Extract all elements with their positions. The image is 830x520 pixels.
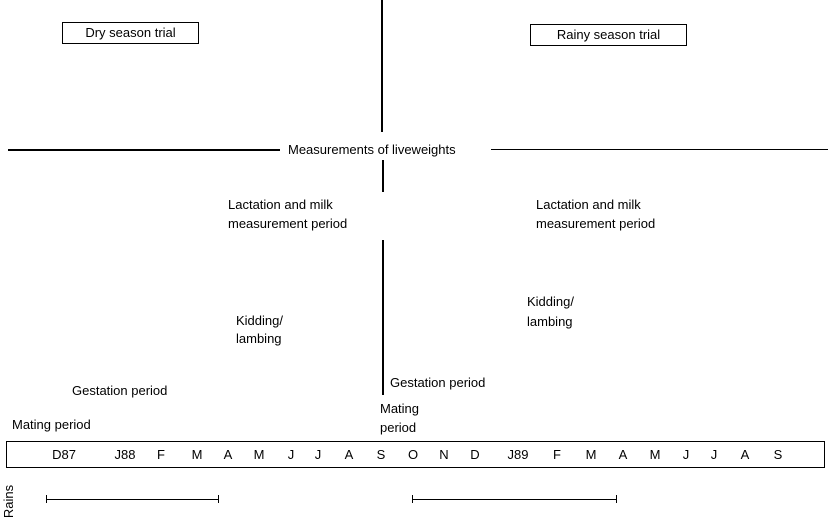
month-label: D87 (52, 447, 76, 462)
liveweight-line-right (491, 149, 828, 150)
month-label: N (439, 447, 449, 462)
rainy-kidding-line2: lambing (527, 314, 573, 329)
dry-season-trial-box: Dry season trial (62, 22, 199, 44)
rainy-season-trial-label: Rainy season trial (556, 27, 661, 42)
month-label: M (585, 447, 597, 462)
season-divider-upper (381, 0, 383, 132)
rainy-lactation-line2: measurement period (536, 216, 656, 231)
month-label: F (157, 447, 165, 462)
dry-season-trial-label: Dry season trial (85, 25, 176, 40)
month-label: D (470, 447, 480, 462)
month-label: M (253, 447, 265, 462)
month-label: A (344, 447, 354, 462)
month-label: O (407, 447, 419, 462)
season-divider-lower (382, 240, 384, 395)
month-label: M (649, 447, 661, 462)
dry-mating-label: Mating period (12, 417, 91, 432)
rainy-mating-line1: Mating (380, 401, 420, 416)
dry-gestation-label: Gestation period (72, 383, 168, 398)
month-label: A (618, 447, 628, 462)
month-label: J (287, 447, 295, 462)
rainy-lactation-line1: Lactation and milk (536, 197, 641, 212)
month-label: J89 (507, 447, 529, 462)
month-label: J88 (114, 447, 136, 462)
rains-bar-rainy (412, 495, 617, 503)
month-label: S (376, 447, 386, 462)
rainy-mating-line2: period (380, 420, 417, 435)
month-timeline (6, 441, 825, 468)
month-label: J (710, 447, 718, 462)
rainy-kidding-line1: Kidding/ (527, 294, 574, 309)
month-label: S (773, 447, 783, 462)
month-label: A (740, 447, 750, 462)
rains-label: Rains (1, 484, 17, 519)
rainy-gestation-label: Gestation period (390, 375, 486, 390)
dry-kidding-line1: Kidding/ (236, 313, 283, 328)
liveweights-label: Measurements of liveweights (288, 142, 456, 157)
rainy-season-trial-box: Rainy season trial (530, 24, 687, 46)
dry-lactation-line2: measurement period (228, 216, 348, 231)
month-label: A (223, 447, 233, 462)
season-divider-middle (382, 160, 384, 192)
month-label: F (553, 447, 561, 462)
month-label: M (191, 447, 203, 462)
rains-bar-dry (46, 495, 219, 503)
dry-lactation-line1: Lactation and milk (228, 197, 333, 212)
month-label: J (314, 447, 322, 462)
dry-kidding-line2: lambing (236, 331, 282, 346)
liveweight-line-left (8, 149, 280, 151)
month-label: J (682, 447, 690, 462)
